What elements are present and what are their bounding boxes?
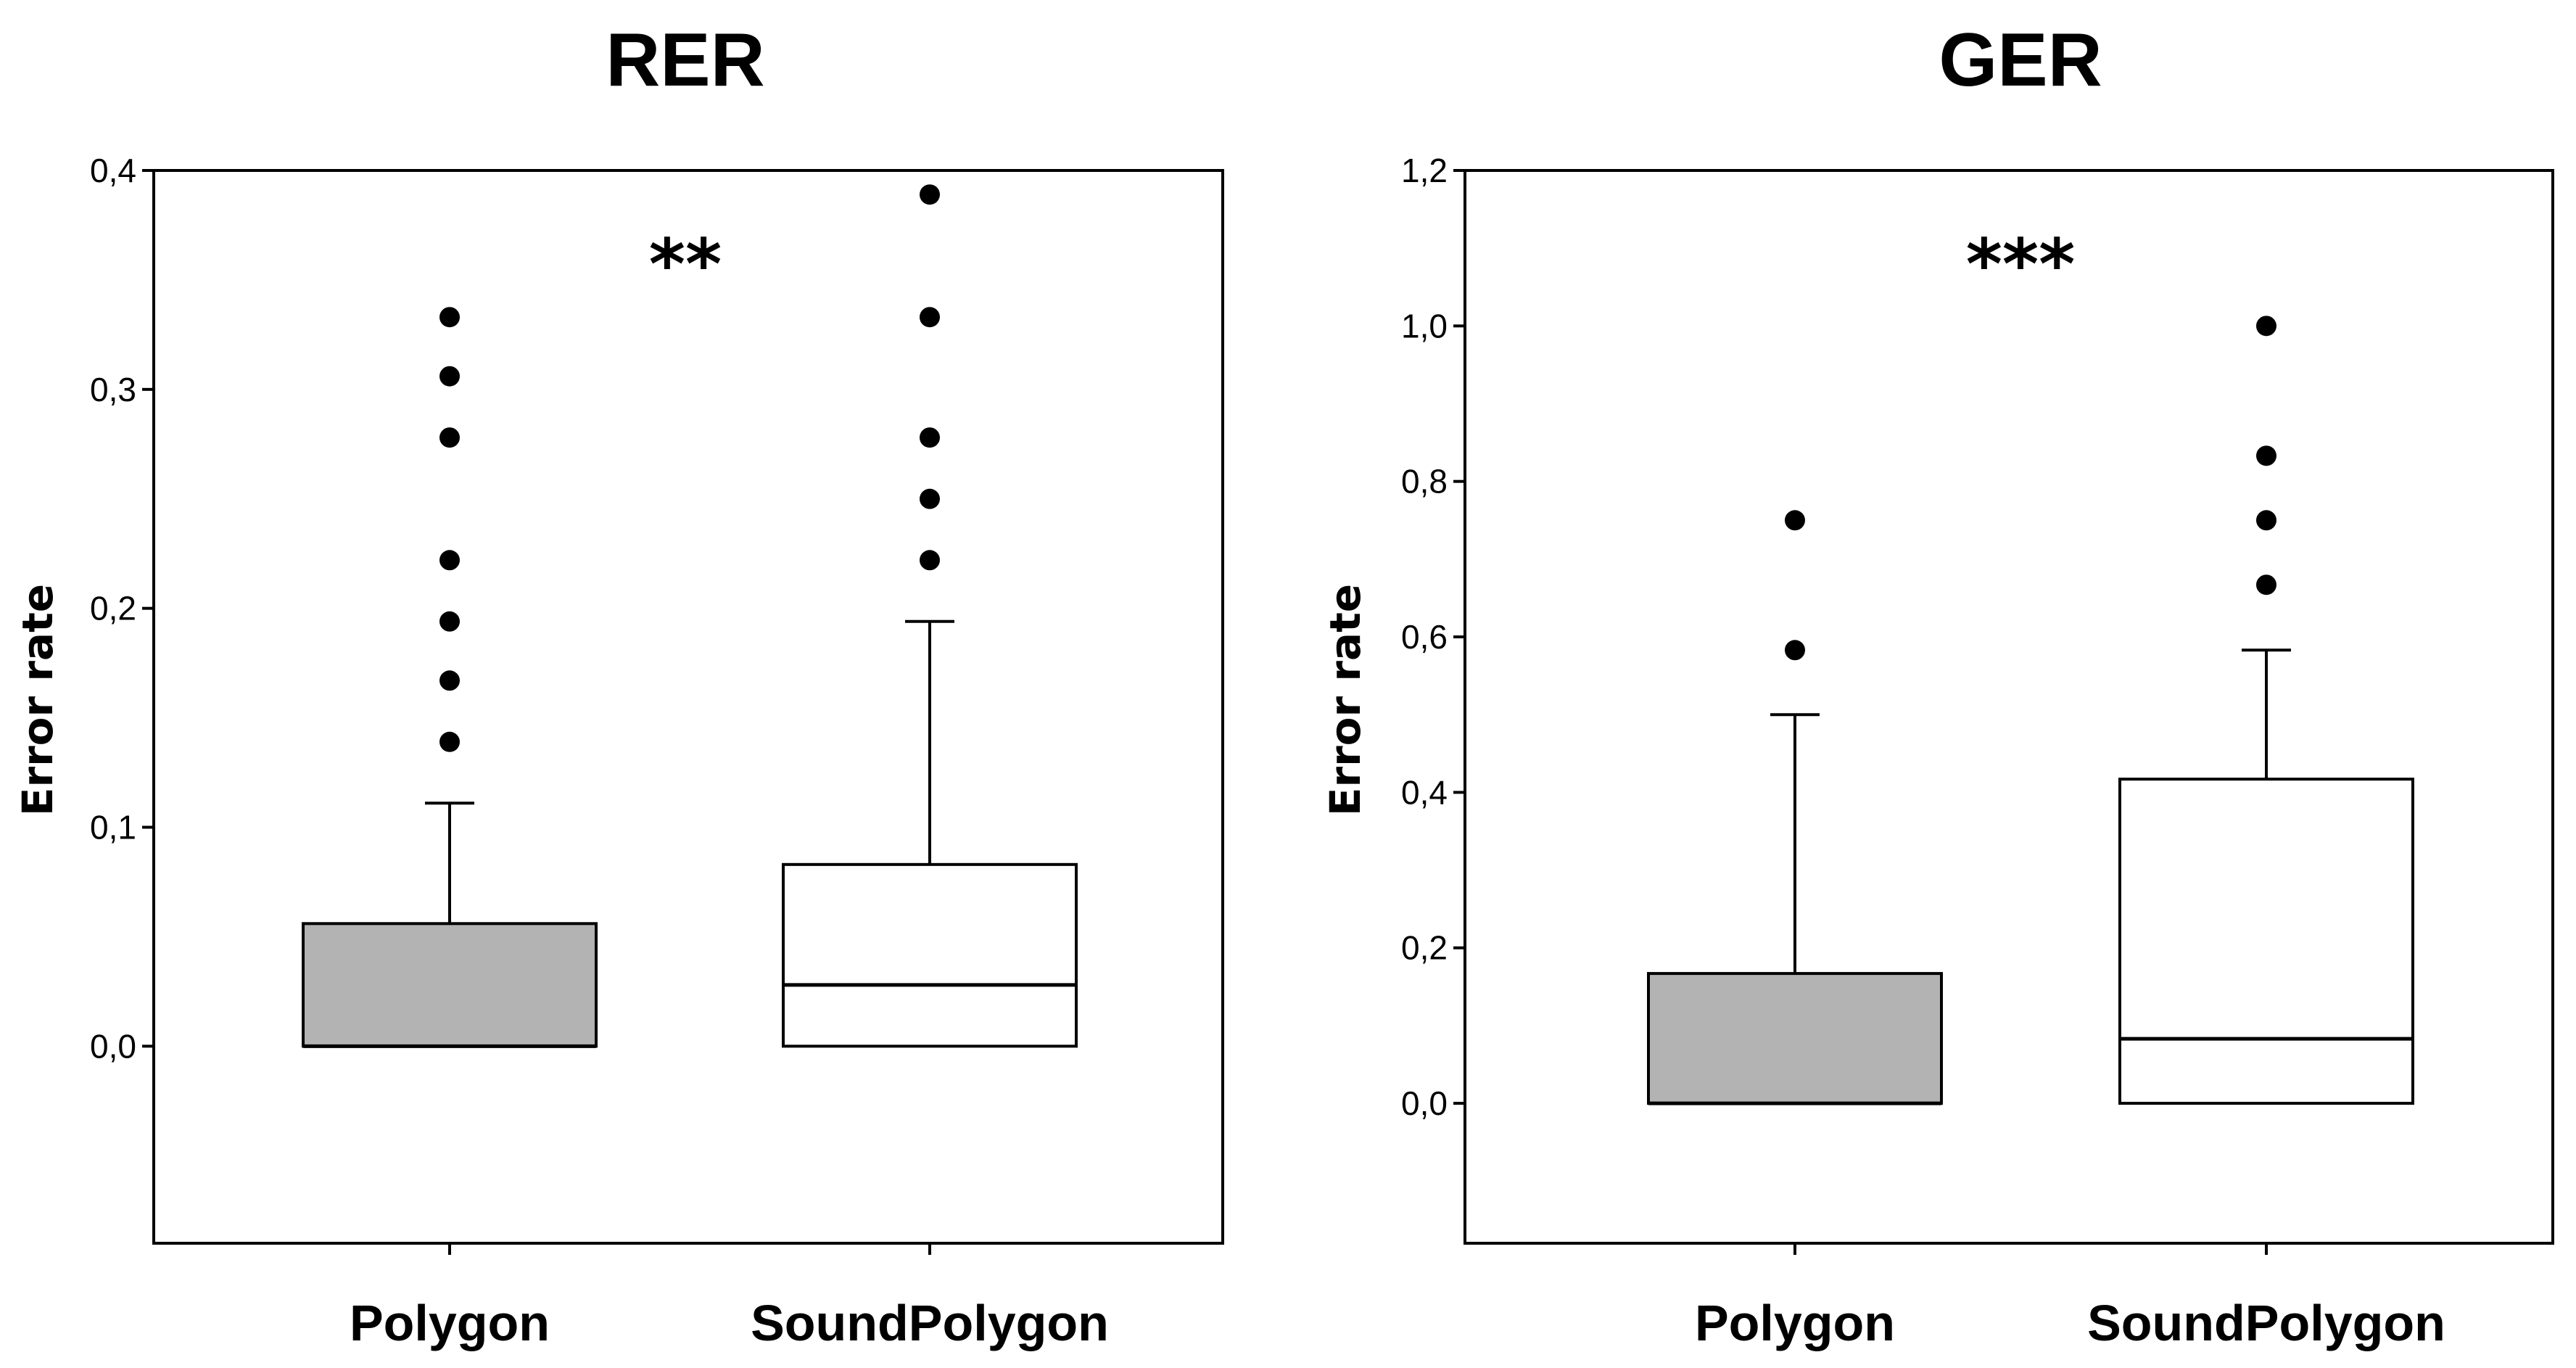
outlier-point — [439, 550, 460, 571]
panel-rer: RER Error rate ** 0,0 0,1 0,2 0,3 0,4 Polygo… — [13, 18, 1224, 1351]
iqr-box — [2118, 778, 2414, 1105]
outlier-point — [920, 307, 940, 328]
y-tick-label: 0,6 — [1401, 618, 1448, 656]
outlier-point — [2256, 510, 2276, 531]
y-tick-label: 0,2 — [1401, 929, 1448, 967]
box-soundpolygon — [782, 184, 1078, 1255]
x-category-label: SoundPolygon — [2087, 1295, 2445, 1351]
plot-frame — [1464, 169, 2554, 1245]
outlier-point — [1785, 640, 1805, 661]
x-category-label: SoundPolygon — [751, 1295, 1109, 1351]
y-tick-label: 0,0 — [1401, 1084, 1448, 1122]
chart-title: RER — [606, 18, 765, 102]
y-tick-label: 0,8 — [1401, 463, 1448, 500]
y-tick-label: 0,4 — [90, 152, 136, 189]
box-marks — [302, 184, 1078, 1255]
outlier-point — [920, 550, 940, 571]
box-marks — [1647, 316, 2414, 1255]
outlier-point — [920, 184, 940, 205]
outlier-point — [439, 670, 460, 691]
box-polygon — [1647, 510, 1943, 1255]
outlier-point — [1785, 510, 1805, 531]
y-tick-label: 0,3 — [90, 371, 136, 408]
y-tick-label: 0,4 — [1401, 773, 1448, 811]
box-polygon — [302, 307, 598, 1255]
outlier-point — [439, 731, 460, 752]
x-categories: Polygon SoundPolygon — [350, 1295, 1109, 1351]
iqr-box — [782, 862, 1078, 1048]
plot-frame — [152, 169, 1224, 1245]
box-soundpolygon — [2118, 316, 2414, 1255]
y-ticks: 0,0 0,1 0,2 0,3 0,4 — [90, 152, 154, 1065]
y-tick-label: 0,2 — [90, 590, 136, 627]
y-ticks: 0,0 0,2 0,4 0,6 0,8 1,0 1,2 — [1401, 152, 1465, 1122]
outlier-point — [439, 366, 460, 387]
outlier-point — [920, 427, 940, 448]
outlier-point — [2256, 574, 2276, 596]
significance-marker: *** — [1966, 224, 2076, 305]
x-categories: Polygon SoundPolygon — [1695, 1295, 2445, 1351]
outlier-point — [920, 488, 940, 509]
outlier-point — [439, 307, 460, 328]
x-category-label: Polygon — [1695, 1295, 1895, 1351]
chart-title: GER — [1939, 18, 2102, 102]
outlier-point — [439, 611, 460, 632]
outlier-point — [2256, 316, 2276, 337]
y-axis-label: Error rate — [13, 584, 62, 816]
x-category-label: Polygon — [350, 1295, 550, 1351]
y-tick-label: 1,0 — [1401, 307, 1448, 345]
outlier-point — [439, 427, 460, 448]
panel-ger: GER Error rate *** 0,0 0,2 0,4 0,6 0,8 1,0 1,2… — [1321, 18, 2554, 1351]
y-axis-label: Error rate — [1321, 584, 1370, 816]
outlier-point — [2256, 445, 2276, 466]
iqr-box — [302, 922, 598, 1048]
y-tick-label: 1,2 — [1401, 152, 1448, 189]
y-tick-label: 0,0 — [90, 1027, 136, 1065]
y-tick-label: 0,1 — [90, 809, 136, 846]
iqr-box — [1647, 972, 1943, 1105]
significance-marker: ** — [649, 224, 722, 305]
